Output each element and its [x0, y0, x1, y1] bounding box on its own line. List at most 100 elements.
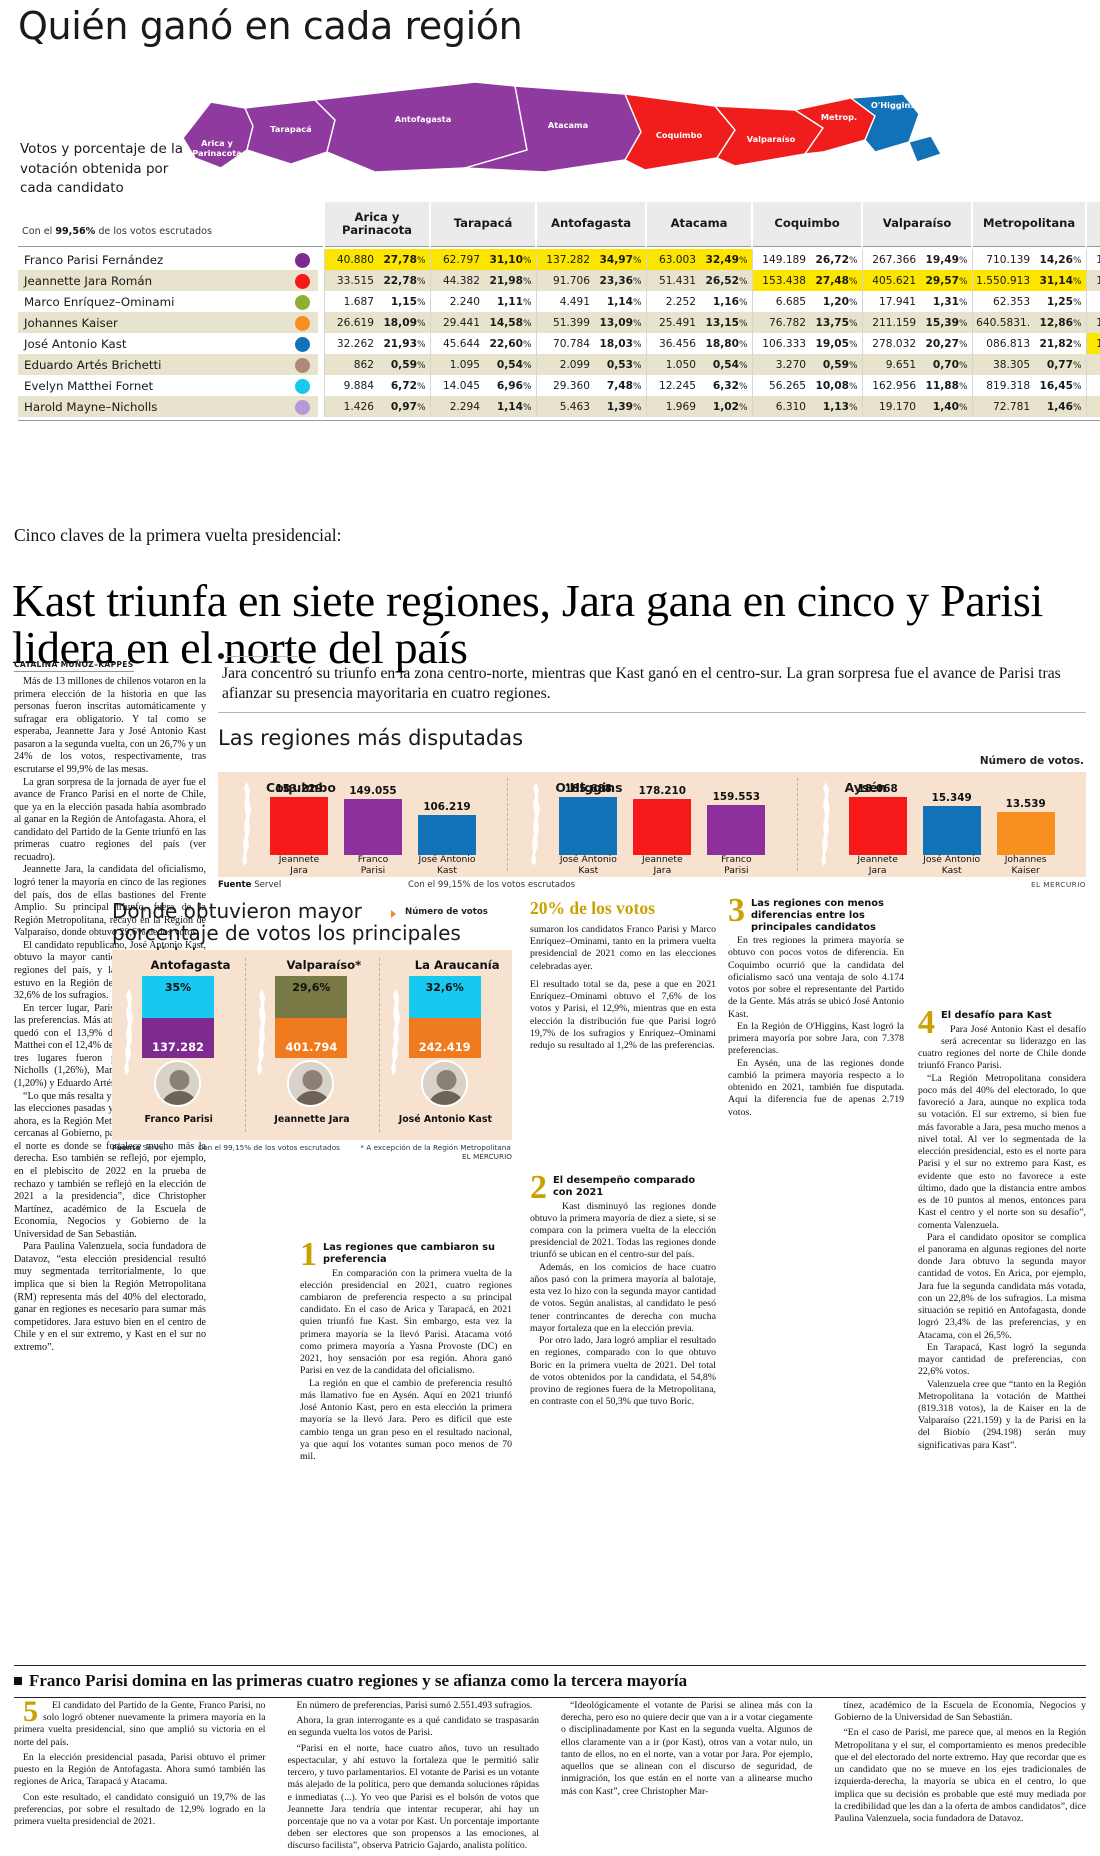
region-silhouette: [385, 972, 407, 1092]
chart-group-title: O'Higgins: [555, 780, 623, 795]
candidate-portrait-icon: [422, 1062, 466, 1105]
key-item: 3 Las regiones con menos diferencias entr…: [728, 894, 904, 1119]
chile-silhouette-icon: [531, 781, 541, 867]
results-table: Arica y Parinacota Tarapacá Antofagasta …: [18, 202, 1100, 421]
candidate-portrait-icon: [289, 1062, 333, 1105]
banner-square-icon: [14, 1677, 22, 1685]
vote-percent-cell: 16,45%: [1039, 379, 1082, 392]
vote-count-cell: 8.195: [1085, 396, 1100, 417]
vote-count-cell: 153.438: [751, 270, 811, 291]
table-row: Jeannette Jara Román 33.515 22,78% 44.382 21…: [18, 270, 1100, 291]
col-header-arica: Arica y Parinacota: [322, 202, 431, 246]
vote-count-cell: 62.797: [429, 249, 485, 270]
vote-count-cell: 819.318: [971, 375, 1035, 396]
vote-percent-cell: 29,57%: [920, 270, 973, 291]
key-paragraph: En comparación con la primera vuelta de …: [300, 1267, 512, 1377]
headline: Kast triunfa en siete regiones, Jara gan…: [12, 574, 1043, 674]
vote-count-cell: 40.880: [323, 249, 378, 270]
vote-percent-cell: 21,98%: [484, 270, 537, 291]
vote-percent-cell: 14,26%: [1039, 253, 1082, 266]
vote-count-cell: 36.456: [645, 333, 701, 354]
key-body: Para José Antonio Kast el desafío será a…: [918, 1024, 1086, 1452]
section2-credit: EL MERCURIO: [461, 1152, 512, 1161]
chile-silhouette-icon: [257, 989, 267, 1075]
vote-percent-cell: 22,60%: [489, 337, 532, 350]
chart-bar-top: [275, 976, 348, 1018]
vote-percent-cell: 6,72%: [390, 379, 426, 392]
vote-percent-cell: 1,14%: [484, 396, 537, 417]
vote-count-cell: 3.874: [1085, 354, 1100, 375]
key-body: En comparación con la primera vuelta de …: [300, 1268, 512, 1464]
vote-count-cell: 91.706: [535, 270, 595, 291]
candidate-color-dot: [286, 396, 318, 417]
vote-percent-cell: 1,25%: [1046, 295, 1082, 308]
vote-percent-cell: 0,77%: [1034, 354, 1087, 375]
region-silhouette: [525, 780, 547, 868]
section2-chart-panel: Antofagasta 35% 137.282 Franco Parisi Valpar…: [112, 950, 512, 1140]
vote-count-cell: 62.353: [971, 291, 1035, 312]
key-paragraph: “La Región Metropolitana considera poco …: [918, 1072, 1086, 1231]
vote-percent-cell: 1,15%: [390, 295, 426, 308]
vote-percent-cell: 1,40%: [920, 396, 973, 417]
vote-count-cell: 9.056: [1085, 291, 1100, 312]
key-paragraph: Además, en los comicios de hace cuatro a…: [530, 1261, 716, 1334]
bottom-paragraph: Con este resultado, el candidato consigu…: [14, 1791, 266, 1827]
key-paragraph: La región en que el cambio de preferenci…: [300, 1377, 512, 1463]
vote-count-cell: 1.969: [645, 396, 701, 417]
vote-count-cell: 76.782: [751, 312, 811, 333]
vote-count-cell: 32.262: [323, 333, 378, 354]
col-header-atacama: Atacama: [645, 202, 753, 246]
vote-count-cell: 12.245: [645, 375, 701, 396]
chile-regions-map: Arica y Parinacota Tarapacá Antofagasta A…: [182, 81, 942, 173]
map-label-atacama: Atacama: [548, 120, 588, 130]
vote-percent-cell: 13,09%: [594, 312, 647, 333]
chart-candidate-name: José Antonio Kast: [398, 1114, 492, 1125]
vote-count-cell: 405.621: [861, 270, 921, 291]
chart-bar-label: José Antonio Kast: [923, 854, 981, 876]
chart-bar-votes: 242.419: [418, 1040, 471, 1054]
candidate-color-dot: [286, 270, 318, 291]
vote-count-cell: 9.884: [323, 375, 378, 396]
legend-triangle-icon: [391, 910, 396, 918]
bottom-paragraph: Ahora, la gran interrogante es a qué can…: [287, 1715, 540, 1739]
chart-bar-percent: 32,6%: [425, 981, 464, 994]
vote-count-cell: 1.426: [323, 396, 378, 417]
source-value: Servel: [254, 880, 282, 890]
region-silhouette: [815, 780, 837, 868]
vote-percent-cell: 15,39%: [920, 312, 973, 333]
chart-bar-label: José Antonio Kast: [418, 854, 476, 876]
chart-bar: [633, 799, 692, 855]
vote-count-cell: 14.045: [429, 375, 485, 396]
table-row: Johannes Kaiser 26.619 18,09% 29.441 14,58% 5…: [18, 312, 1100, 333]
vote-count-cell: 70.784: [535, 333, 595, 354]
vote-percent-cell: 31,10%: [484, 249, 537, 270]
key-body: En tres regiones la primera mayoría se o…: [728, 935, 904, 1119]
chart-bar: [996, 812, 1055, 855]
source-label-2: Fuente: [112, 1143, 141, 1152]
chile-silhouette-icon: [390, 989, 400, 1075]
key-block-2: 2 El desempeño comparado con 2021 Kast dis…: [530, 1171, 716, 1417]
vote-count-cell: 33.515: [323, 270, 378, 291]
vote-percent-cell: 1,16%: [712, 295, 748, 308]
chart-bar-value: 153.229: [275, 783, 323, 795]
chart-bar: [418, 815, 476, 855]
key-paragraph: En Aysén, una de las regiones donde camb…: [728, 1057, 904, 1118]
vote-count-cell: 162.956: [861, 375, 921, 396]
box20-paragraph: sumaron los candidatos Franco Parisi y M…: [530, 924, 716, 972]
key-heading: Las regiones con menos diferencias entre…: [751, 898, 884, 933]
chart-bar-value: 149.055: [349, 785, 397, 797]
key-paragraph: En tres regiones la primera mayoría se o…: [728, 935, 904, 1020]
vote-count-cell: 44.382: [429, 270, 485, 291]
key-block-4: 4 El desafío para Kast Para José Antonio K…: [918, 1006, 1086, 1461]
key-item: 4 El desafío para Kast Para José Antonio K…: [918, 1006, 1086, 1452]
panel-divider: [245, 958, 247, 1132]
bottom-column: En número de preferencias, Parisi sumó 2…: [288, 1700, 540, 1856]
key-paragraph: En la Región de O'Higgins, Kast logró la…: [728, 1020, 904, 1057]
section2-footnote: * A excepción de la Región Metropolitana: [360, 1143, 511, 1152]
vote-percent-cell: 11,88%: [925, 379, 968, 392]
vote-count-cell: 26.619: [323, 312, 378, 333]
chart-bar-value: 159.553: [712, 791, 760, 803]
chart-bar: [707, 805, 766, 855]
vote-percent-cell: 26,72%: [815, 253, 858, 266]
col-header-valparaiso: Valparaíso: [861, 202, 973, 246]
